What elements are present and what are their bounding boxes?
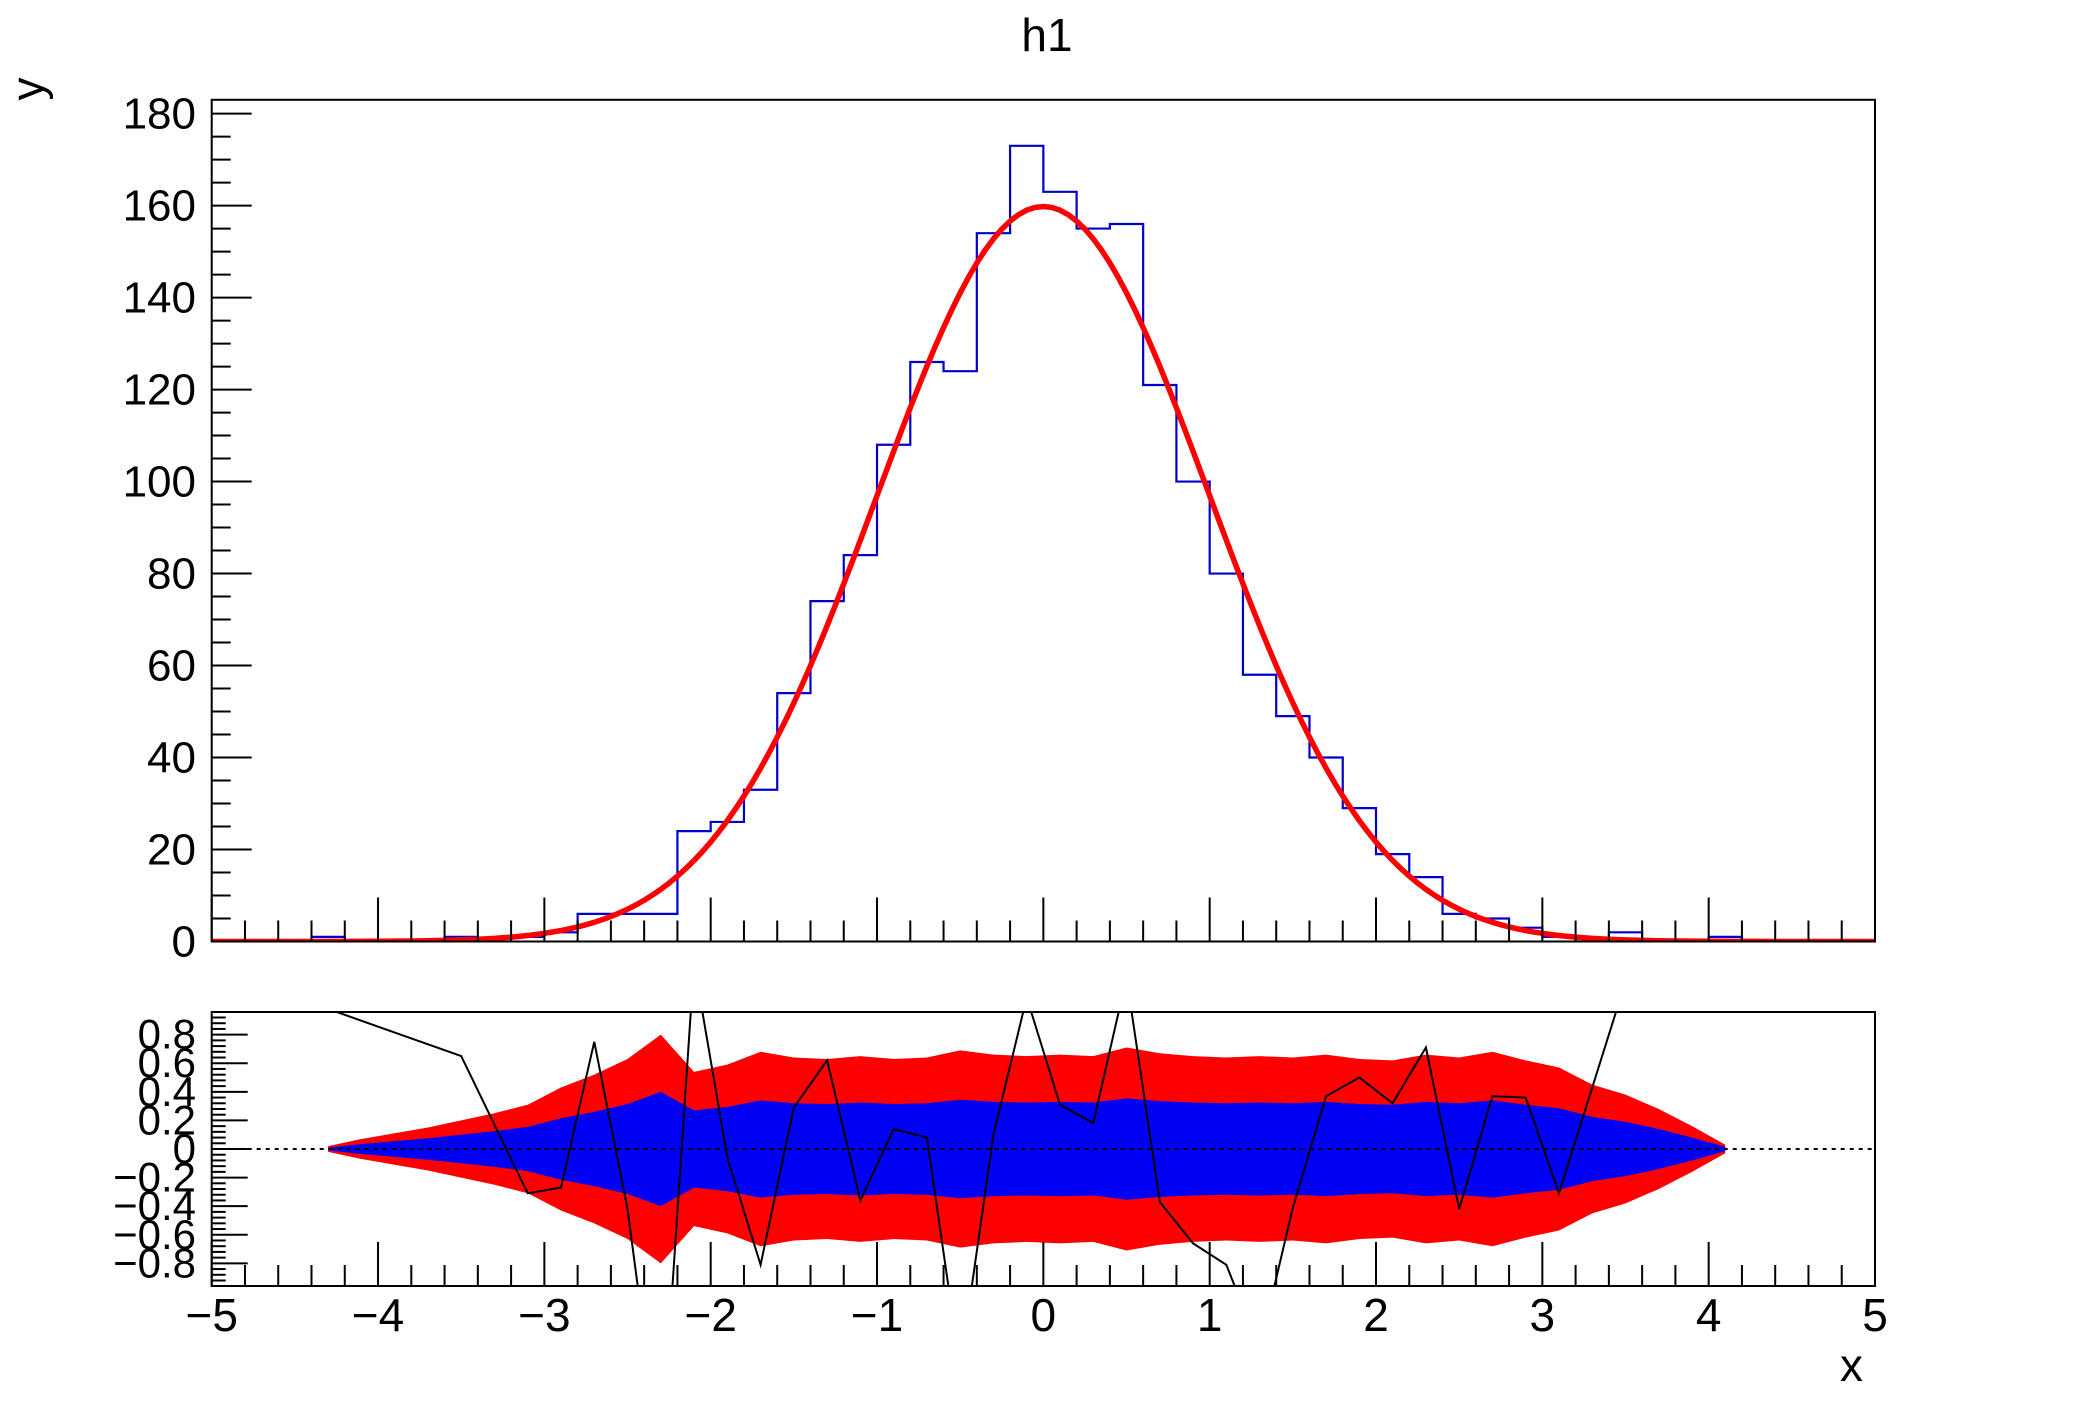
ratio-y-tick-label: −0.6 bbox=[113, 1211, 196, 1258]
x-tick-label: 3 bbox=[1530, 1289, 1556, 1341]
main-y-tick-label: 80 bbox=[147, 550, 196, 599]
ratio-y-tick-label: 0.8 bbox=[138, 1011, 196, 1058]
ratio-y-tick-label: −0.8 bbox=[113, 1239, 196, 1286]
main-y-tick-label: 60 bbox=[147, 642, 196, 691]
x-tick-label: −1 bbox=[851, 1289, 903, 1341]
x-axis-title: x bbox=[1840, 1339, 1863, 1391]
main-frame bbox=[210, 98, 1877, 943]
x-tick-label: −3 bbox=[518, 1289, 570, 1341]
fit-curve bbox=[211, 203, 1876, 942]
main-y-tick-label: 40 bbox=[147, 734, 196, 783]
ratio-y-tick-label: 0 bbox=[173, 1125, 196, 1172]
x-tick-label: 0 bbox=[1031, 1289, 1057, 1341]
ratio-y-tick-label: −0.4 bbox=[113, 1182, 196, 1229]
x-tick-label: 5 bbox=[1862, 1289, 1888, 1341]
x-tick-label: −4 bbox=[352, 1289, 404, 1341]
x-tick-label: 4 bbox=[1696, 1289, 1722, 1341]
main-y-tick-label: 180 bbox=[123, 90, 196, 139]
ratio-y-tick-label: 0.4 bbox=[138, 1068, 196, 1115]
residual-line bbox=[333, 1012, 1618, 1286]
main-y-tick-label: 160 bbox=[123, 182, 196, 231]
x-tick-label: 2 bbox=[1363, 1289, 1389, 1341]
residual-band-1sigma bbox=[328, 1091, 1726, 1207]
ratio-y-tick-label: 0.6 bbox=[138, 1039, 196, 1086]
ratio-y-tick-label: −0.2 bbox=[113, 1154, 196, 1201]
x-tick-label: 1 bbox=[1197, 1289, 1223, 1341]
x-tick-label: −2 bbox=[684, 1289, 736, 1341]
main-y-tick-label: 0 bbox=[172, 918, 196, 967]
page-title: h1 bbox=[1021, 9, 1073, 61]
x-tick-label: −5 bbox=[185, 1289, 237, 1341]
ratio-y-tick-label: 0.2 bbox=[138, 1096, 196, 1143]
main-y-tick-label: 100 bbox=[123, 458, 196, 507]
histogram-line bbox=[211, 144, 1875, 942]
main-y-tick-label: 140 bbox=[123, 274, 196, 323]
y-axis-title: y bbox=[1, 77, 54, 101]
main-y-tick-label: 120 bbox=[123, 366, 196, 415]
main-y-tick-label: 20 bbox=[147, 826, 196, 875]
